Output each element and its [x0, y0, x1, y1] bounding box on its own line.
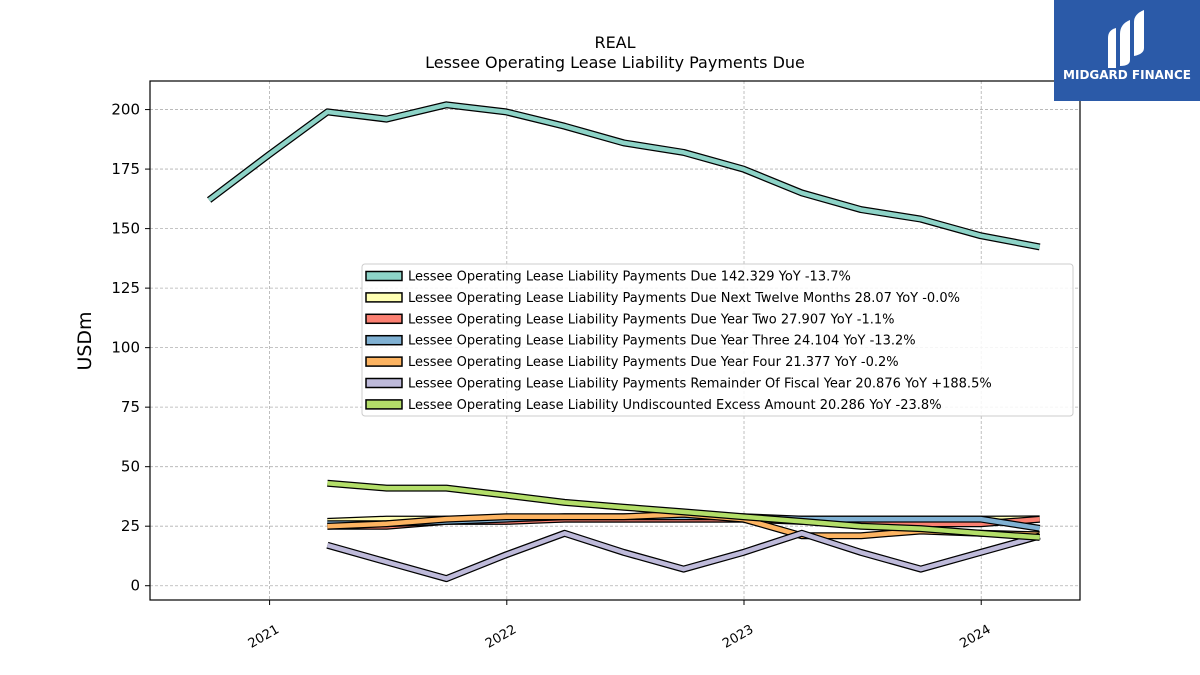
series-line-outline-1 [206, 101, 1041, 251]
legend-swatch-7 [365, 399, 403, 410]
logo-text: MIDGARD FINANCE [1063, 68, 1191, 82]
legend-swatch-3 [365, 313, 403, 325]
x-tick-label: 2021 [246, 622, 282, 652]
company-logo: MIDGARD FINANCE [1054, 0, 1200, 101]
y-tick-label: 125 [111, 279, 140, 297]
legend-entry-2: Lessee Operating Lease Liability Payment… [408, 291, 960, 306]
legend-box [361, 263, 1074, 417]
legend-swatch-2 [365, 292, 403, 303]
y-tick-label: 25 [121, 517, 140, 535]
y-tick-label: 200 [111, 101, 140, 119]
chart-title: REAL [594, 33, 635, 52]
x-tick-label: 2023 [720, 622, 756, 652]
series-line-outline-6 [326, 529, 1041, 583]
y-tick-label: 0 [130, 577, 140, 595]
legend-entry-5: Lessee Operating Lease Liability Payment… [408, 355, 899, 370]
x-axis: 2021 2022 2023 2024 [246, 600, 994, 652]
y-tick-label: 175 [111, 160, 140, 178]
legend-swatch-1 [365, 270, 403, 282]
legend-entry-6: Lessee Operating Lease Liability Payment… [408, 377, 992, 392]
legend-entry-4: Lessee Operating Lease Liability Payment… [408, 334, 916, 349]
y-tick-label: 50 [121, 458, 140, 476]
series-line-7 [327, 481, 1040, 540]
legend-swatch-6 [365, 377, 403, 389]
legend-entry-3: Lessee Operating Lease Liability Payment… [408, 312, 894, 327]
plot-frame [149, 80, 1081, 601]
y-tick-label: 100 [111, 339, 140, 357]
y-tick-label: 75 [121, 398, 140, 416]
series-line-1 [207, 102, 1041, 250]
y-axis: 0 25 50 75 100 125 150 175 200 [111, 101, 150, 595]
chart-subtitle: Lessee Operating Lease Liability Payment… [425, 53, 805, 72]
legend-swatch-5 [365, 356, 403, 367]
y-axis-label: USDm [74, 311, 96, 370]
logo-mark-icon [1108, 10, 1144, 68]
legend: Lessee Operating Lease Liability Payment… [361, 263, 1074, 417]
legend-swatch-4 [365, 334, 403, 346]
legend-entry-1: Lessee Operating Lease Liability Payment… [408, 270, 851, 285]
x-tick-label: 2022 [483, 622, 519, 652]
series-layer [206, 101, 1041, 583]
legend-entry-7: Lessee Operating Lease Liability Undisco… [408, 398, 942, 413]
y-tick-label: 150 [111, 220, 140, 238]
series-line-6 [326, 531, 1041, 581]
x-tick-label: 2024 [957, 622, 993, 652]
